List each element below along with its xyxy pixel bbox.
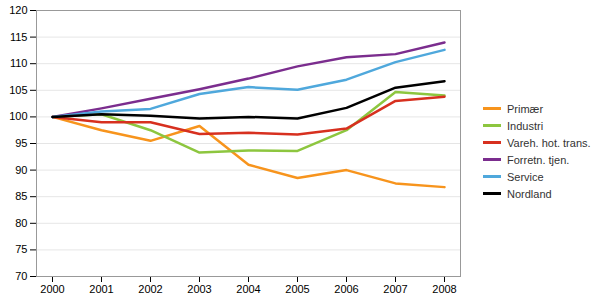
svg-text:110: 110 — [10, 57, 28, 69]
svg-text:85: 85 — [15, 190, 27, 202]
html-text:Primær: Primær — [507, 102, 544, 115]
svg-text:120: 120 — [9, 4, 27, 16]
html-text:Forretn. tjen.: Forretn. tjen. — [507, 153, 570, 166]
svg-text:90: 90 — [15, 164, 27, 176]
svg-text:2002: 2002 — [138, 283, 162, 295]
svg-text:2000: 2000 — [40, 283, 64, 295]
svg-text:100: 100 — [9, 110, 27, 122]
svg-text:2006: 2006 — [334, 283, 358, 295]
svg-text:2003: 2003 — [187, 283, 211, 295]
html-text:Nordland: Nordland — [507, 187, 552, 200]
html-text:Industri: Industri — [507, 119, 544, 132]
svg-text:75: 75 — [15, 243, 27, 255]
svg-text:95: 95 — [15, 137, 27, 149]
svg-text:115: 115 — [10, 31, 28, 43]
html-text:Service: Service — [507, 170, 544, 183]
svg-text:70: 70 — [15, 270, 27, 282]
svg-text:80: 80 — [15, 217, 27, 229]
html-text:Vareh. hot. trans.: Vareh. hot. trans. — [507, 136, 591, 149]
svg-text:2007: 2007 — [383, 283, 407, 295]
svg-text:105: 105 — [9, 84, 27, 96]
svg-text:2008: 2008 — [432, 283, 456, 295]
svg-text:2001: 2001 — [89, 283, 113, 295]
svg-text:2004: 2004 — [236, 283, 260, 295]
svg-text:2005: 2005 — [285, 283, 309, 295]
